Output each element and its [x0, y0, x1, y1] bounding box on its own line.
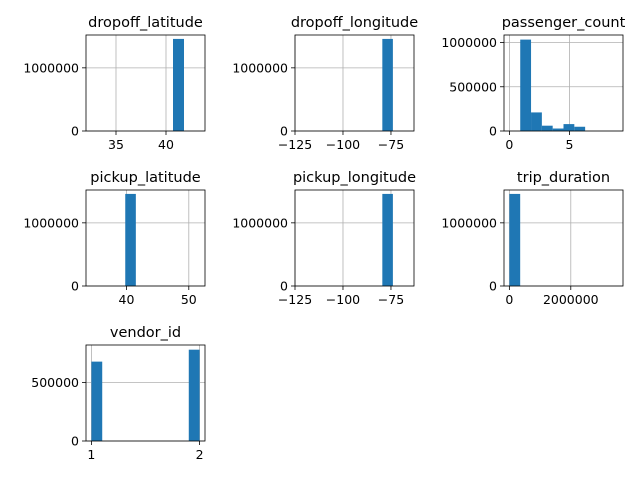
x-tick-label: 2000000: [543, 292, 599, 307]
bar-passenger-count-4: [563, 124, 575, 131]
x-tick-label: −75: [378, 137, 404, 152]
subplot-title: dropoff_latitude: [88, 15, 203, 31]
x-tick-label: 40: [158, 137, 174, 152]
x-tick-label: −125: [278, 292, 312, 307]
bar-passenger-count-2: [541, 125, 553, 131]
y-tick-label: 0: [71, 124, 79, 139]
axes-frame: [294, 34, 415, 132]
subplot-dropoff-longitude: −125 −100 −75 0 1000000 dropoff_longitude: [232, 15, 418, 152]
x-tick-label: −100: [326, 292, 360, 307]
subplot-title: dropoff_longitude: [291, 15, 418, 31]
subplot-pickup-longitude: −125 −100 −75 0 1000000 pickup_longitude: [232, 170, 416, 307]
x-tick-label: 5: [566, 137, 574, 152]
y-tick-label: 0: [71, 279, 79, 294]
y-tick-label: 1000000: [232, 60, 288, 75]
y-tick-label: 1000000: [23, 60, 79, 75]
y-tick-label: 0: [71, 434, 79, 449]
x-tick-label: −125: [278, 137, 312, 152]
y-tick-label: 1000000: [441, 35, 497, 50]
axes-frame: [85, 344, 206, 442]
axes-frame: [503, 189, 624, 287]
x-tick-label: 2: [196, 447, 204, 462]
bar-dropoff-latitude-0: [173, 38, 184, 132]
bar-trip-duration-0: [509, 193, 521, 286]
x-tick-label: 50: [181, 292, 197, 307]
subplot-vendor-id: 1 2 0 500000 vendor_id: [31, 325, 206, 462]
y-tick-label: 0: [489, 124, 497, 139]
x-tick-label: 40: [119, 292, 135, 307]
bar-passenger-count-1: [531, 112, 542, 131]
subplot-dropoff-latitude: 35 40 0 1000000 dropoff_latitude: [23, 15, 206, 152]
subplot-title: vendor_id: [110, 325, 181, 341]
y-tick-label: 1000000: [232, 215, 288, 230]
bar-passenger-count-0: [520, 39, 532, 131]
x-tick-label: 1: [87, 447, 95, 462]
x-tick-label: 0: [505, 292, 513, 307]
x-tick-label: −75: [378, 292, 404, 307]
subplot-pickup-latitude: 40 50 0 1000000 pickup_latitude: [23, 170, 206, 307]
y-tick-label: 0: [280, 279, 288, 294]
bar-passenger-count-5: [574, 126, 586, 131]
x-tick-label: −100: [326, 137, 360, 152]
y-tick-label: 0: [280, 124, 288, 139]
subplot-title: pickup_latitude: [90, 170, 201, 186]
bar-vendor-id-0: [91, 361, 103, 441]
subplot-title: trip_duration: [517, 170, 610, 186]
y-tick-label: 1000000: [441, 215, 497, 230]
y-tick-label: 1000000: [23, 215, 79, 230]
y-tick-label: 500000: [31, 375, 79, 390]
x-tick-label: 35: [108, 137, 124, 152]
axes-frame: [503, 34, 624, 132]
subplot-title: pickup_longitude: [293, 170, 416, 186]
bar-dropoff-longitude-0: [382, 38, 393, 132]
bar-passenger-count-3: [552, 128, 564, 131]
axes-frame: [85, 189, 206, 287]
axes-frame: [294, 189, 415, 287]
subplot-passenger-count: 0 5 0 500000 1000000 passenger_count: [441, 15, 625, 152]
y-tick-label: 500000: [449, 79, 497, 94]
bar-pickup-latitude-0: [125, 193, 136, 286]
axes-frame: [85, 34, 206, 132]
x-tick-label: 0: [505, 137, 513, 152]
bar-pickup-longitude-0: [382, 193, 393, 286]
y-tick-label: 0: [489, 279, 497, 294]
subplot-title: passenger_count: [502, 15, 626, 31]
bar-vendor-id-1: [188, 349, 200, 441]
subplot-trip-duration: 0 2000000 0 1000000 trip_duration: [441, 170, 624, 307]
